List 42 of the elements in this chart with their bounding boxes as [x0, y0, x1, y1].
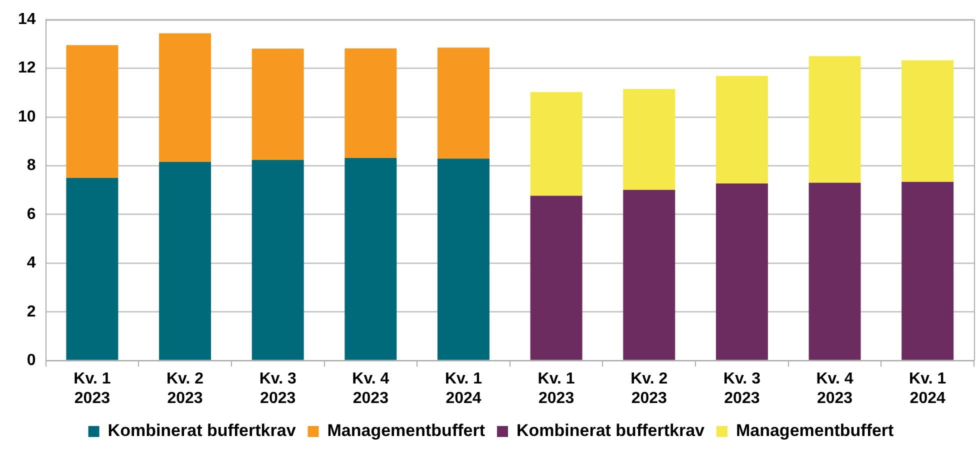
bar [252, 48, 304, 160]
y-tick-label: 0 [26, 352, 36, 370]
x-tick-label: Kv. 3 2023 [259, 370, 296, 407]
bar [438, 158, 490, 360]
legend-label: Kombinerat buffertkrav [108, 421, 296, 440]
y-tick-label: 10 [18, 108, 36, 126]
x-tick-label: Kv. 1 2024 [909, 370, 946, 407]
x-tick-label: Kv. 4 2023 [816, 370, 854, 407]
legend-label: Managementbuffert [736, 421, 894, 440]
bar [623, 89, 676, 190]
bar [808, 182, 861, 360]
bar [530, 196, 582, 360]
y-tick-label: 14 [18, 11, 36, 28]
x-tick-label: Kv. 2 2023 [166, 370, 204, 407]
legend-label: Kombinerat buffertkrav [516, 421, 706, 440]
y-tick-label: 8 [26, 157, 36, 174]
y-tick-label: 6 [26, 206, 36, 223]
bar [66, 178, 118, 360]
bar [530, 92, 582, 196]
bar [808, 56, 861, 183]
x-tick-label: Kv. 4 2023 [352, 370, 390, 407]
y-tick-label: 4 [26, 254, 36, 272]
y-tick-label: 2 [26, 303, 36, 320]
bar [159, 33, 212, 162]
bar [252, 160, 304, 360]
x-tick-label: Kv. 1 2023 [74, 370, 111, 407]
bar [438, 48, 490, 159]
x-tick-label: Kv. 3 2023 [723, 370, 761, 407]
x-tick-label: Kv. 1 2024 [444, 370, 482, 407]
bar [716, 184, 768, 360]
x-tick-label: Kv. 1 2023 [538, 370, 575, 407]
bar [344, 48, 397, 158]
y-tick-label: 12 [18, 60, 36, 77]
bar [623, 190, 676, 360]
bar [159, 162, 212, 360]
bar [902, 182, 954, 360]
bar [344, 158, 397, 360]
x-tick-label: Kv. 2 2023 [630, 370, 668, 407]
bar [716, 76, 768, 184]
bar [66, 45, 118, 178]
legend-label: Managementbuffert [327, 421, 486, 440]
bar [902, 60, 954, 182]
